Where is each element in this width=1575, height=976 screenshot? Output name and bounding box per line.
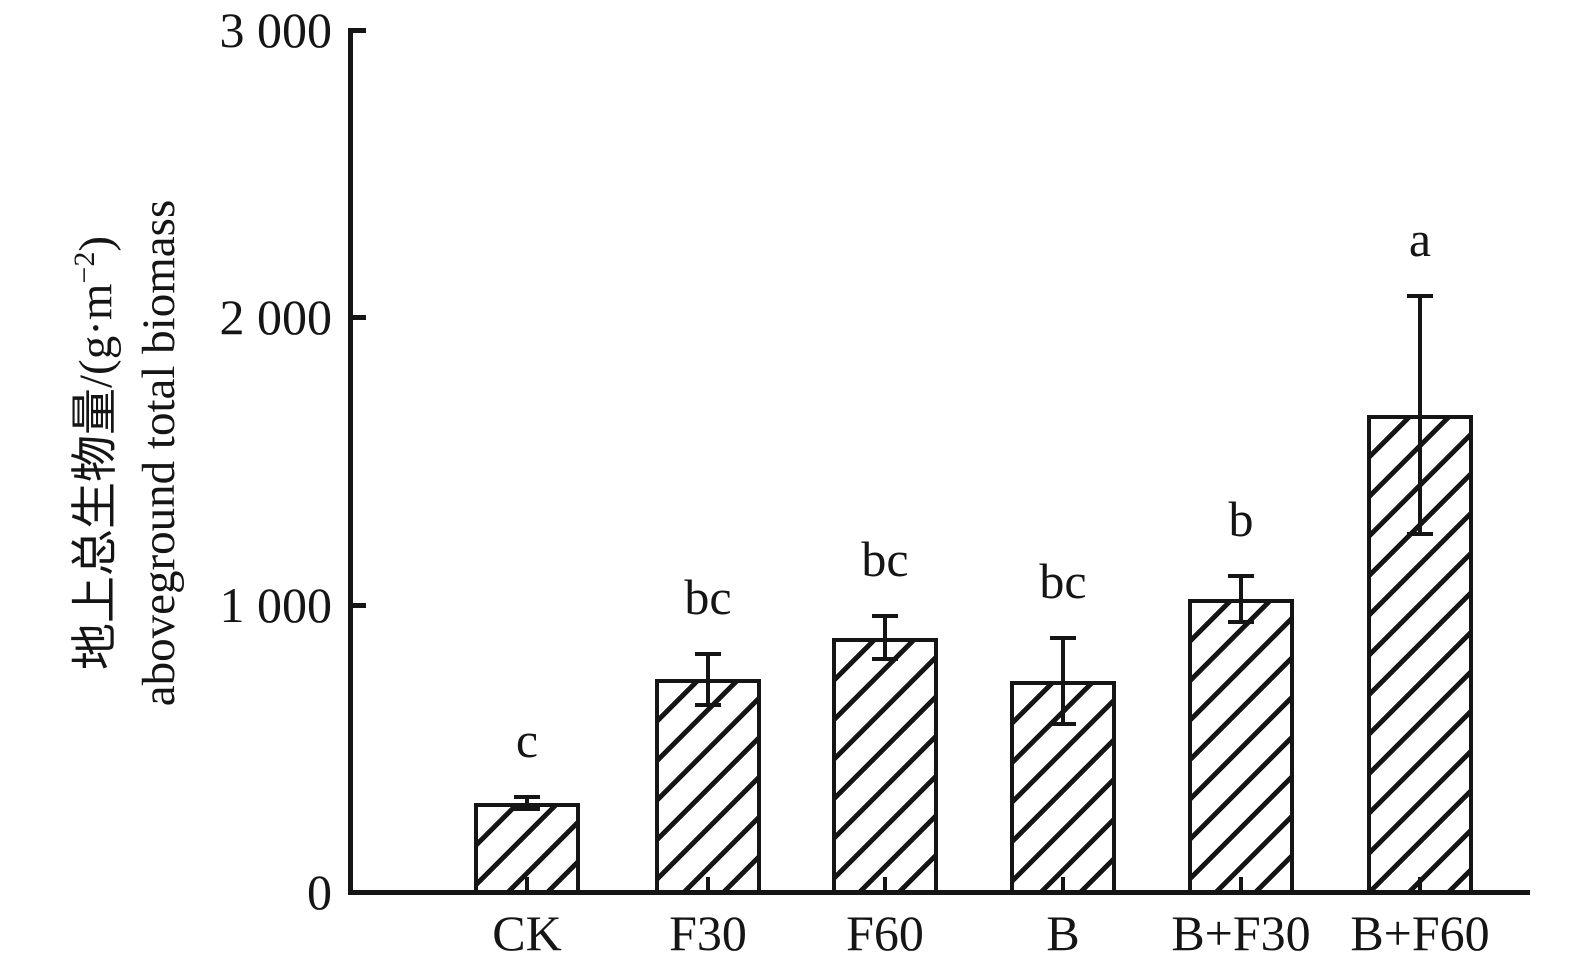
x-axis-line [348, 890, 1530, 895]
error-bar-cap-top-B+F60 [1407, 294, 1433, 298]
y-tick-2000 [353, 315, 366, 320]
y-tick-label-3000: 3 000 [219, 2, 333, 58]
error-bar-cap-top-B [1050, 636, 1076, 640]
error-bar-cap-bottom-B+F30 [1228, 620, 1254, 624]
sig-letter-F60: bc [861, 531, 909, 587]
sig-letter-F30: bc [684, 569, 732, 625]
error-bar-cap-top-F30 [695, 652, 721, 656]
sig-letter-B+F30: b [1228, 491, 1254, 547]
y-axis-line [348, 28, 353, 895]
x-tick-label-B+F60: B+F60 [1350, 905, 1490, 961]
y-tick-label-0: 0 [307, 864, 332, 920]
bar-F60 [832, 638, 938, 892]
x-tick-label-B: B [1046, 905, 1080, 961]
error-bar-line-F60 [883, 616, 887, 659]
y-tick-3000 [353, 28, 366, 33]
error-bar-cap-top-B+F30 [1228, 574, 1254, 578]
error-bar-cap-top-CK [514, 795, 540, 799]
bar-CK [474, 803, 580, 892]
error-bar-cap-bottom-F60 [872, 657, 898, 661]
y-tick-label-1000: 1 000 [219, 577, 333, 633]
error-bar-line-F30 [706, 654, 710, 705]
sig-letter-B: bc [1039, 553, 1087, 609]
x-tick-label-B+F30: B+F30 [1171, 905, 1311, 961]
x-tick-label-CK: CK [492, 905, 562, 961]
y-tick-1000 [353, 603, 366, 608]
error-bar-cap-bottom-B [1050, 722, 1076, 726]
error-bar-line-B+F60 [1418, 296, 1422, 534]
bar-B+F30 [1188, 599, 1294, 892]
y-tick-label-2000: 2 000 [219, 289, 333, 345]
error-bar-line-B [1061, 638, 1065, 724]
error-bar-line-CK [525, 797, 529, 809]
sig-letter-B+F60: a [1408, 211, 1432, 267]
error-bar-cap-top-F60 [872, 614, 898, 618]
x-tick-label-F30: F30 [669, 905, 747, 961]
error-bar-cap-bottom-CK [514, 807, 540, 811]
bar-F30 [655, 679, 761, 892]
x-tick-label-F60: F60 [846, 905, 924, 961]
error-bar-line-B+F30 [1239, 576, 1243, 622]
error-bar-cap-bottom-F30 [695, 703, 721, 707]
sig-letter-CK: c [515, 712, 539, 768]
error-bar-cap-bottom-B+F60 [1407, 532, 1433, 536]
